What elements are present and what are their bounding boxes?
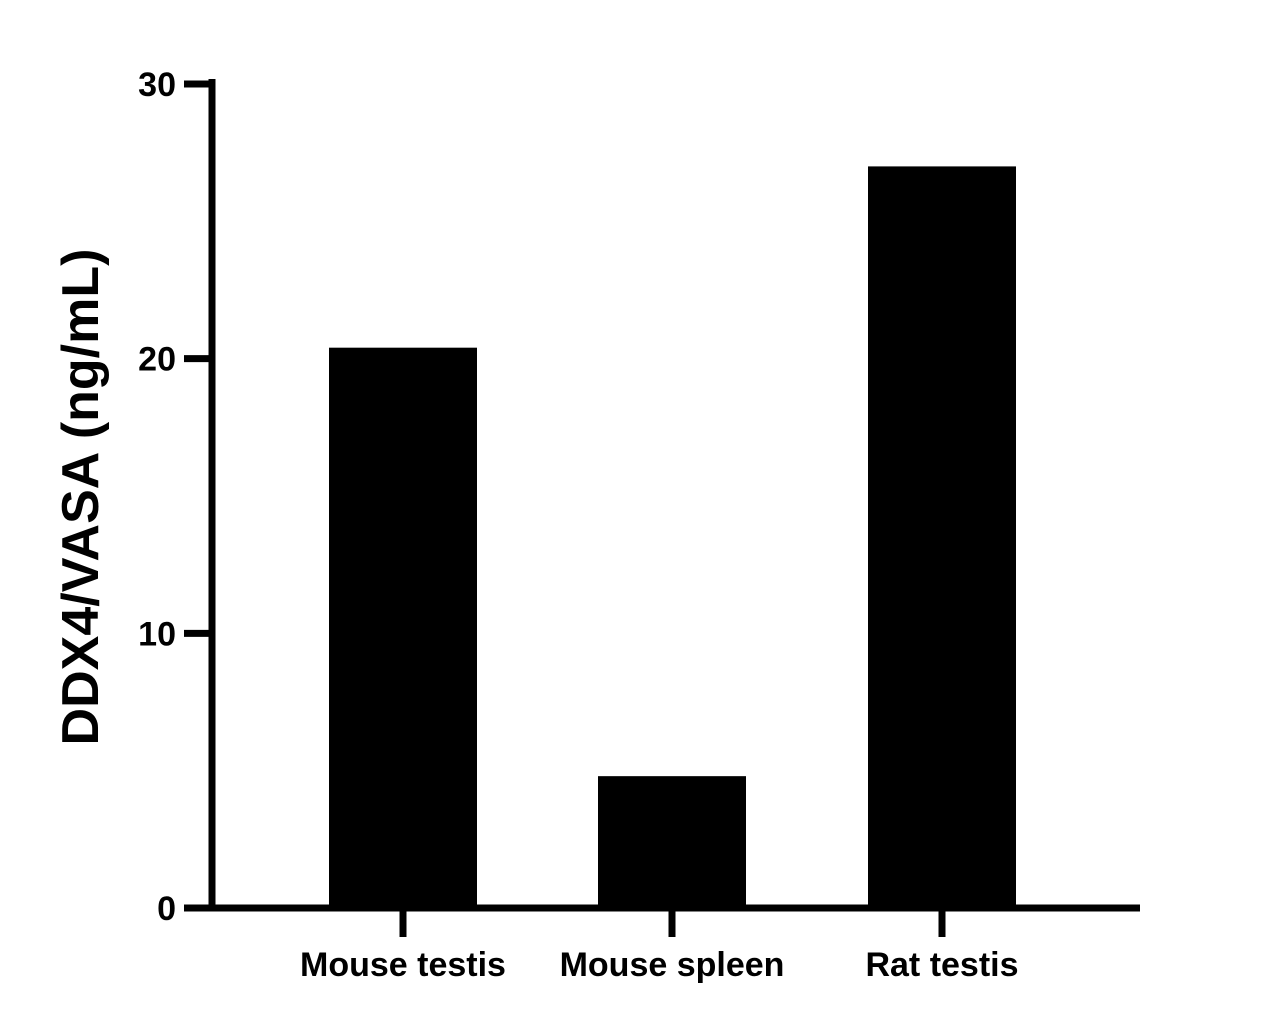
y-axis-title: DDX4/VASA (ng/mL): [52, 249, 110, 746]
y-tick-label: 30: [138, 66, 176, 104]
y-ticks-group: 0 10 20 30: [138, 66, 212, 928]
y-tick-label: 10: [138, 615, 176, 653]
x-category-label: Rat testis: [865, 946, 1018, 984]
bar-mouse-spleen: [598, 776, 746, 908]
x-category-label: Mouse testis: [300, 946, 506, 984]
x-category-label: Mouse spleen: [560, 946, 785, 984]
bars-group: [329, 166, 1016, 908]
bar-rat-testis: [868, 166, 1016, 908]
y-tick-label: 20: [138, 341, 176, 379]
y-tick-label: 0: [157, 890, 176, 928]
bar-mouse-testis: [329, 347, 477, 908]
x-ticks-group: Mouse testis Mouse spleen Rat testis: [300, 908, 1019, 984]
